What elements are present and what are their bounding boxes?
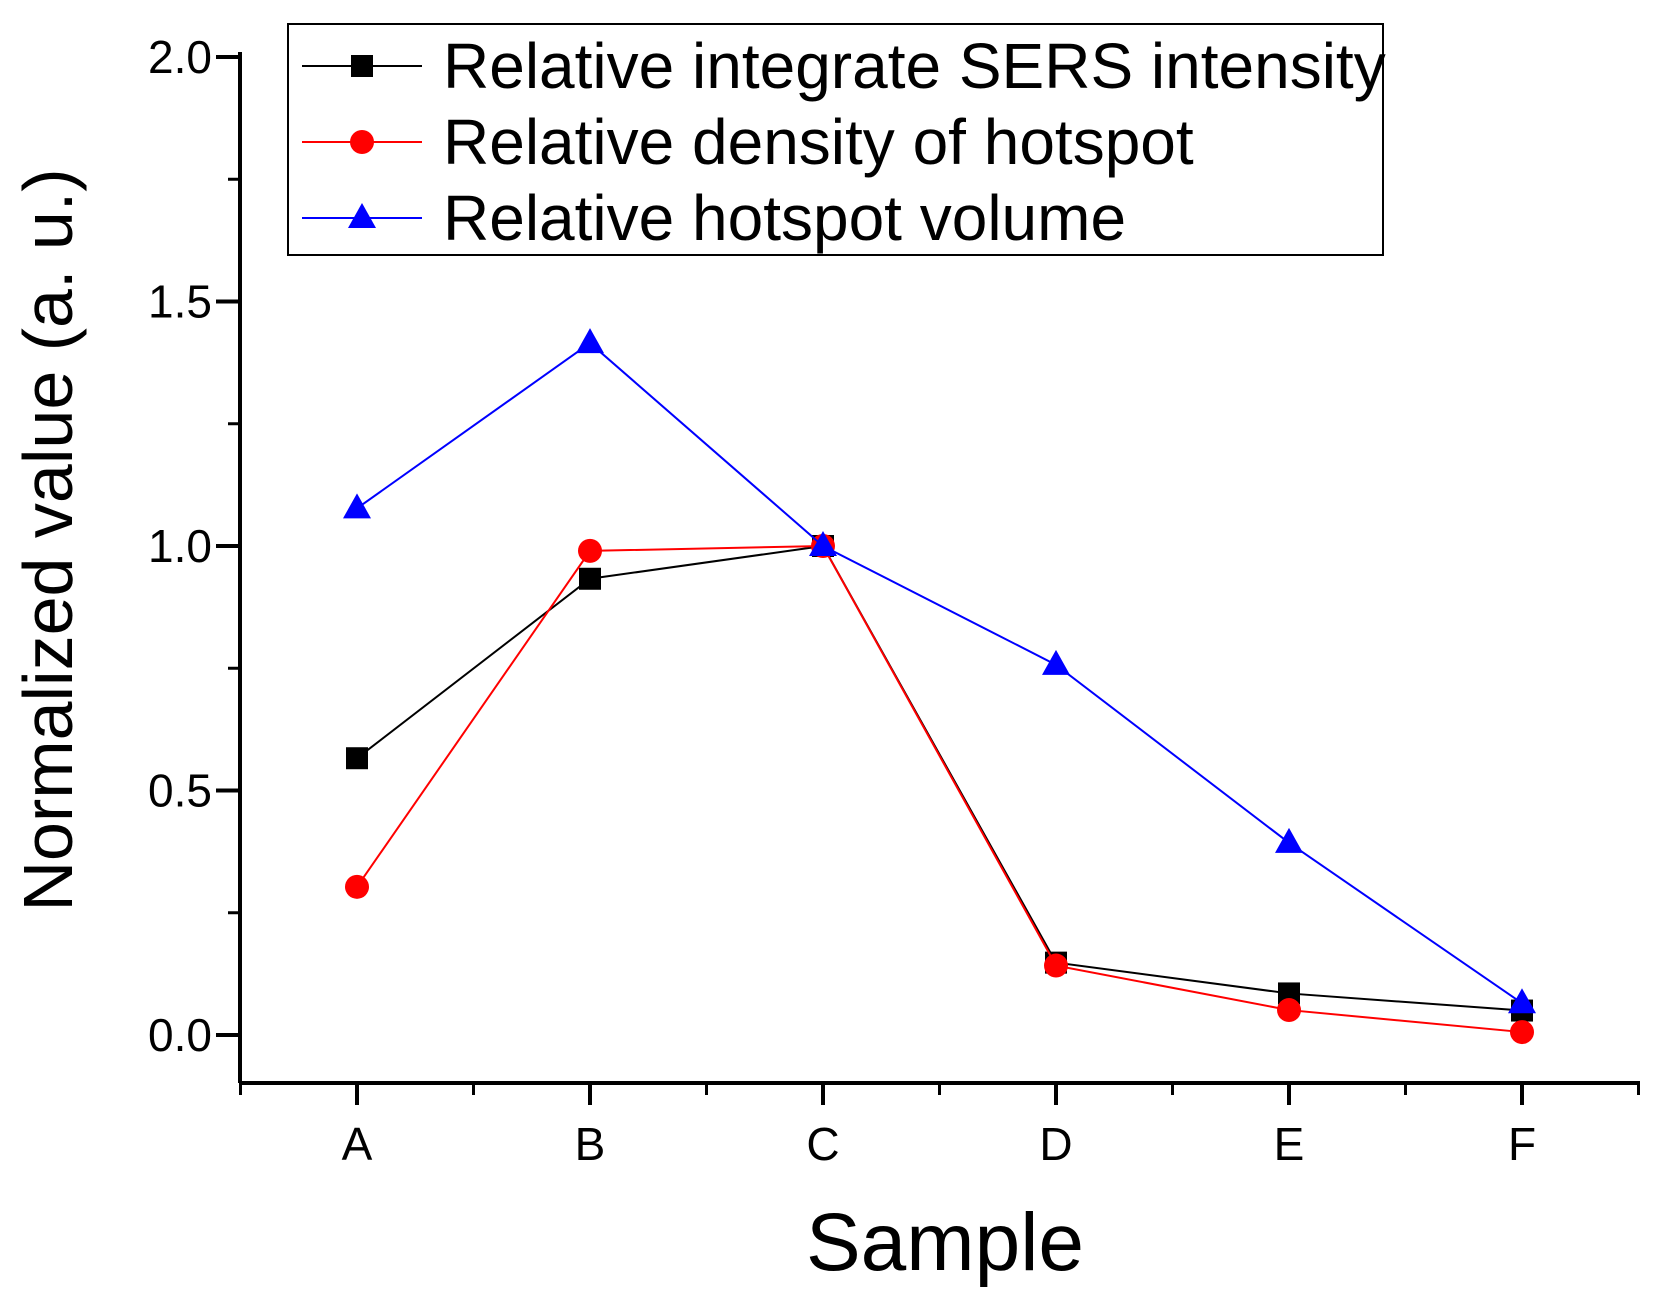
x-tick-label: A <box>342 1118 373 1170</box>
legend-marker <box>351 55 373 77</box>
x-tick-label: E <box>1274 1118 1305 1170</box>
series-2 <box>345 534 1534 1045</box>
legend-marker <box>348 203 376 228</box>
series-line <box>356 544 1523 1034</box>
y-tick-label: 1.5 <box>148 276 212 328</box>
data-point <box>579 567 601 590</box>
series-line <box>356 341 1523 1005</box>
series-line <box>356 544 1523 1012</box>
data-point <box>1508 988 1536 1014</box>
x-tick-label: C <box>806 1118 839 1170</box>
legend-entry: Relative hotspot volume <box>302 182 1126 254</box>
x-tick-label: B <box>575 1118 606 1170</box>
data-point <box>576 328 604 354</box>
data-point <box>1042 649 1070 675</box>
series-3 <box>343 328 1536 1014</box>
data-point <box>809 531 837 556</box>
legend-box <box>287 23 1384 256</box>
data-point <box>1044 953 1068 978</box>
y-tick-label: 0.0 <box>148 1009 212 1061</box>
x-tick-label: D <box>1039 1118 1072 1170</box>
x-axis-title: Sample <box>806 1197 1084 1288</box>
data-point <box>1277 998 1301 1023</box>
legend-label: Relative density of hotspot <box>443 106 1194 178</box>
y-axis-title: Normalized value (a. u.) <box>9 168 87 911</box>
data-point <box>578 538 602 563</box>
y-tick-label: 0.5 <box>148 765 212 817</box>
data-point <box>1278 982 1300 1005</box>
series-layer <box>343 328 1536 1045</box>
data-point <box>346 747 368 770</box>
series-1 <box>346 535 1533 1022</box>
y-tick-label: 2.0 <box>148 31 212 83</box>
data-point <box>343 493 371 519</box>
x-tick-label: F <box>1508 1118 1536 1170</box>
axes: 0.0 0.5 1.0 1.5 2.0 A B C D E F <box>148 31 1640 1170</box>
data-point <box>345 874 369 899</box>
data-point <box>1275 827 1303 853</box>
data-point <box>1510 1020 1534 1045</box>
legend-marker <box>350 130 374 154</box>
legend-entry: Relative density of hotspot <box>302 106 1194 178</box>
y-tick-label: 1.0 <box>148 520 212 572</box>
legend-entry: Relative integrate SERS intensity <box>302 30 1386 102</box>
legend-label: Relative hotspot volume <box>443 182 1126 254</box>
legend-label: Relative integrate SERS intensity <box>443 30 1386 102</box>
legend: Relative integrate SERS intensityRelativ… <box>287 23 1386 256</box>
